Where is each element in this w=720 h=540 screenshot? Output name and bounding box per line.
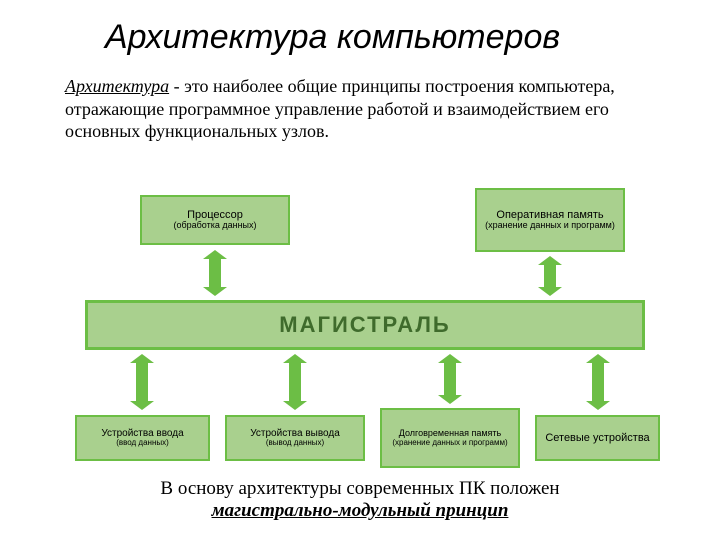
- bus-bar: МАГИСТРАЛЬ: [85, 300, 645, 350]
- bus-label: МАГИСТРАЛЬ: [279, 312, 450, 338]
- slide: Архитектура компьютеров Архитектура - эт…: [0, 0, 720, 540]
- box-cpu-subtitle: (обработка данных): [169, 221, 260, 231]
- footer-line2: магистрально-модульный принцип: [0, 500, 720, 522]
- arrow-ram-bus: [538, 256, 562, 296]
- box-cpu: Процессор (обработка данных): [140, 195, 290, 245]
- arrow-output-bus: [283, 354, 307, 410]
- box-input-subtitle: (ввод данных): [112, 439, 173, 448]
- box-output: Устройства вывода (вывод данных): [225, 415, 365, 461]
- footer-line1: В основу архитектуры современных ПК поло…: [0, 478, 720, 500]
- box-output-subtitle: (вывод данных): [262, 439, 328, 448]
- box-input: Устройства ввода (ввод данных): [75, 415, 210, 461]
- footer: В основу архитектуры современных ПК поло…: [0, 478, 720, 522]
- definition-lead: Архитектура: [65, 76, 169, 96]
- arrow-cpu-bus: [203, 250, 227, 296]
- arrow-network-bus: [586, 354, 610, 410]
- box-ram: Оперативная память (хранение данных и пр…: [475, 188, 625, 252]
- box-ram-subtitle: (хранение данных и программ): [481, 221, 619, 231]
- definition-paragraph: Архитектура - это наиболее общие принцип…: [65, 75, 665, 143]
- arrow-storage-bus: [438, 354, 462, 404]
- box-network: Сетевые устройства: [535, 415, 660, 461]
- page-title: Архитектура компьютеров: [105, 18, 560, 57]
- box-storage: Долговременная память (хранение данных и…: [380, 408, 520, 468]
- box-storage-subtitle: (хранение данных и программ): [388, 439, 511, 448]
- box-network-title: Сетевые устройства: [541, 432, 653, 444]
- arrow-input-bus: [130, 354, 154, 410]
